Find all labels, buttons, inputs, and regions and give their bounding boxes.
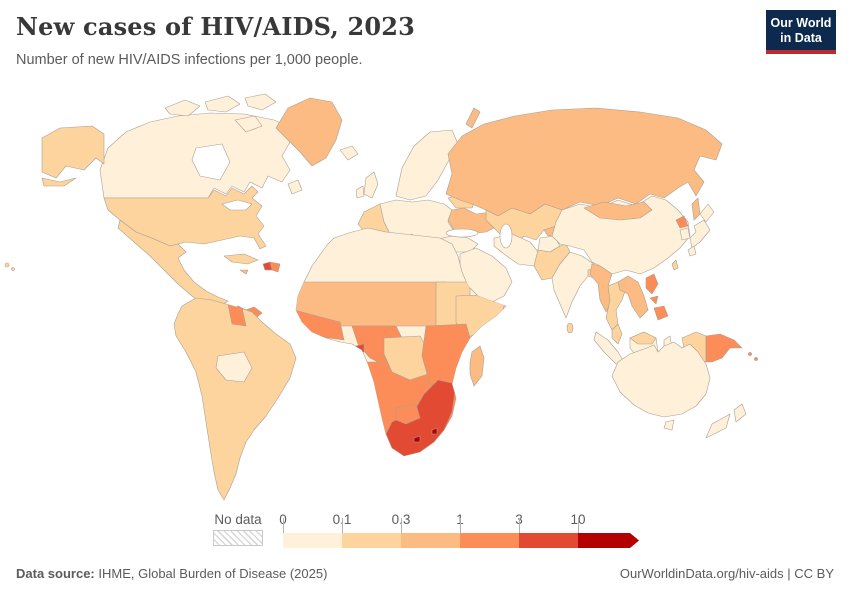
great-lakes <box>221 199 253 211</box>
legend-bin-4[interactable] <box>519 533 578 548</box>
page-title: New cases of HIV/AIDS, 2023 <box>16 12 416 41</box>
region-north-korea[interactable] <box>675 215 689 229</box>
region-arctic-islands[interactable] <box>204 95 241 113</box>
region-arctic-islands[interactable] <box>244 93 277 111</box>
region-cuba[interactable] <box>223 253 259 265</box>
region-east-africa[interactable] <box>421 323 471 387</box>
region-hawaii[interactable] <box>4 262 10 268</box>
region-ireland[interactable] <box>355 185 365 199</box>
region-botswana[interactable] <box>395 403 421 425</box>
region-aleutians[interactable] <box>41 177 77 187</box>
region-tasmania[interactable] <box>663 419 675 431</box>
legend-bin-3[interactable] <box>460 533 519 548</box>
region-eswatini[interactable] <box>431 427 438 435</box>
region-dominican-republic[interactable] <box>269 261 281 273</box>
region-russia[interactable] <box>445 107 723 217</box>
region-japan-honshu[interactable] <box>689 219 711 249</box>
region-new-zealand-north[interactable] <box>733 403 747 423</box>
region-indochina[interactable] <box>617 275 649 319</box>
legend-bins: 0 0.1 0.3 1 3 10 <box>279 512 643 554</box>
region-alaska[interactable] <box>41 125 105 179</box>
footer-link-license[interactable]: OurWorldinData.org/hiv-aids | CC BY <box>619 566 834 581</box>
region-japan-kyushu[interactable] <box>687 245 697 257</box>
region-japan-hokkaido[interactable] <box>699 203 715 223</box>
region-philippines-mindanao[interactable] <box>653 305 669 321</box>
owid-logo-line1: Our World <box>770 16 832 30</box>
data-source-label: Data source: <box>16 566 95 581</box>
no-data-swatch <box>213 530 263 546</box>
region-malay-peninsula[interactable] <box>611 323 623 345</box>
hudson-bay <box>191 143 231 181</box>
caspian-sea <box>499 223 513 249</box>
region-iceland[interactable] <box>339 145 359 161</box>
region-newfoundland[interactable] <box>287 179 303 195</box>
region-arctic-islands[interactable] <box>234 115 263 133</box>
region-sri-lanka[interactable] <box>566 322 574 334</box>
chart-footer: Data source: IHME, Global Burden of Dise… <box>16 566 834 581</box>
region-solomon-islands[interactable] <box>754 357 758 361</box>
region-novaya-zemlya[interactable] <box>465 107 481 129</box>
region-west-africa-coast[interactable] <box>294 309 345 341</box>
region-lesotho[interactable] <box>413 435 421 443</box>
legend-bin-0[interactable] <box>283 533 342 548</box>
owid-logo[interactable]: Our World in Data <box>766 10 836 54</box>
region-south-korea[interactable] <box>679 227 691 241</box>
region-greenland[interactable] <box>275 97 343 167</box>
region-papua-new-guinea[interactable] <box>705 333 743 363</box>
region-india[interactable] <box>551 251 595 319</box>
region-mongolia[interactable] <box>583 201 653 221</box>
world-choropleth-map[interactable] <box>0 86 850 508</box>
owid-logo-line2: in Data <box>780 31 822 45</box>
legend-no-data[interactable]: No data <box>213 512 263 546</box>
region-sakhalin[interactable] <box>691 197 701 221</box>
region-australia[interactable] <box>611 341 711 418</box>
region-philippines-visayas[interactable] <box>649 295 659 305</box>
legend-bin-5-arrow[interactable] <box>578 533 639 548</box>
data-source-text: IHME, Global Burden of Disease (2025) <box>94 566 328 581</box>
legend-bin-1[interactable] <box>342 533 401 548</box>
region-madagascar[interactable] <box>469 345 485 387</box>
region-arctic-islands[interactable] <box>164 99 201 117</box>
page-subtitle: Number of new HIV/AIDS infections per 1,… <box>16 52 363 68</box>
region-jamaica[interactable] <box>239 269 249 275</box>
region-south-america[interactable] <box>173 297 297 501</box>
region-bolivia[interactable] <box>215 351 253 383</box>
map-legend: No data 0 0.1 0.3 1 3 10 <box>0 512 850 554</box>
no-data-label: No data <box>214 512 262 527</box>
region-hawaii[interactable] <box>11 267 15 271</box>
region-solomon-islands[interactable] <box>748 352 752 356</box>
region-taiwan[interactable] <box>671 259 679 271</box>
data-source-note: Data source: IHME, Global Burden of Dise… <box>16 566 327 581</box>
region-malaysia-borneo[interactable] <box>629 331 657 345</box>
region-drc[interactable] <box>383 335 431 381</box>
legend-bin-2[interactable] <box>401 533 460 548</box>
region-philippines-luzon[interactable] <box>645 273 659 295</box>
region-uk[interactable] <box>363 171 379 199</box>
black-sea <box>445 228 479 238</box>
region-new-zealand-south[interactable] <box>705 413 731 439</box>
world-map-svg[interactable] <box>0 86 850 508</box>
